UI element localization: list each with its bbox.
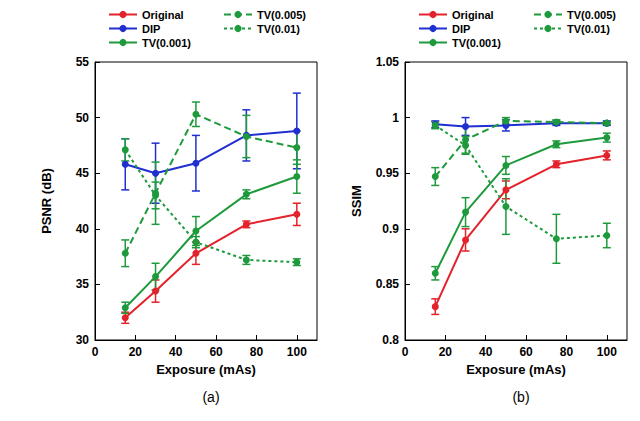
svg-text:TV(0.005): TV(0.005) (257, 9, 306, 21)
svg-text:35: 35 (76, 277, 90, 291)
svg-text:(b): (b) (512, 389, 529, 405)
svg-text:SSIM: SSIM (349, 185, 364, 217)
svg-text:60: 60 (519, 345, 533, 359)
svg-text:1: 1 (392, 111, 399, 125)
svg-text:20: 20 (129, 345, 143, 359)
svg-text:40: 40 (169, 345, 183, 359)
svg-text:TV(0.01): TV(0.01) (257, 23, 300, 35)
svg-text:DIP: DIP (142, 23, 160, 35)
svg-text:TV(0.001): TV(0.001) (142, 37, 191, 49)
svg-text:Original: Original (142, 9, 184, 21)
svg-text:60: 60 (209, 345, 223, 359)
svg-text:0.95: 0.95 (376, 166, 400, 180)
svg-text:55: 55 (76, 55, 90, 69)
svg-text:TV(0.001): TV(0.001) (452, 37, 501, 49)
svg-text:80: 80 (250, 345, 264, 359)
svg-text:TV(0.01): TV(0.01) (567, 23, 610, 35)
svg-text:100: 100 (597, 345, 617, 359)
svg-text:1.05: 1.05 (376, 55, 400, 69)
svg-text:DIP: DIP (452, 23, 470, 35)
svg-text:0: 0 (402, 345, 409, 359)
svg-text:30: 30 (76, 333, 90, 347)
svg-text:80: 80 (560, 345, 574, 359)
svg-text:100: 100 (287, 345, 307, 359)
svg-text:45: 45 (76, 166, 90, 180)
svg-text:0.8: 0.8 (382, 333, 399, 347)
svg-text:0.9: 0.9 (382, 222, 399, 236)
svg-text:0.85: 0.85 (376, 277, 400, 291)
svg-text:TV(0.005): TV(0.005) (567, 9, 616, 21)
svg-text:50: 50 (76, 111, 90, 125)
svg-text:(a): (a) (202, 389, 219, 405)
svg-text:40: 40 (479, 345, 493, 359)
svg-text:Exposure (mAs): Exposure (mAs) (466, 362, 566, 377)
svg-text:20: 20 (439, 345, 453, 359)
svg-text:Original: Original (452, 9, 494, 21)
svg-text:Exposure (mAs): Exposure (mAs) (156, 362, 256, 377)
svg-text:0: 0 (92, 345, 99, 359)
svg-text:PSNR (dB): PSNR (dB) (39, 168, 54, 234)
svg-text:40: 40 (76, 222, 90, 236)
